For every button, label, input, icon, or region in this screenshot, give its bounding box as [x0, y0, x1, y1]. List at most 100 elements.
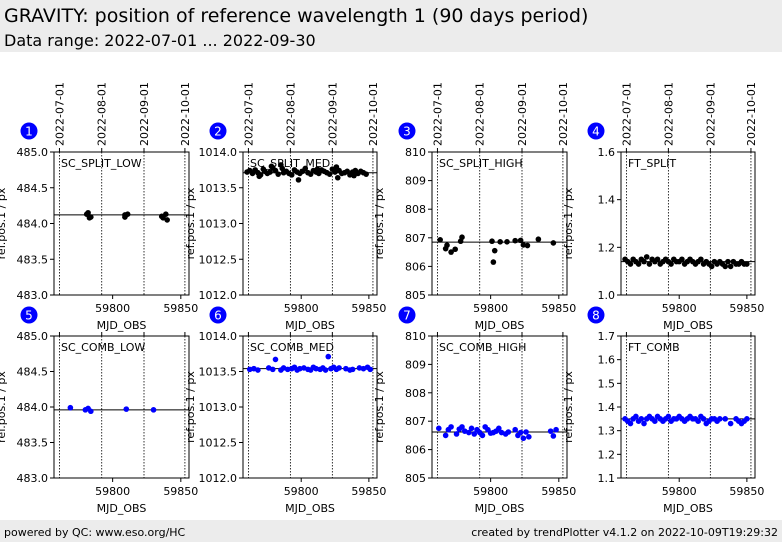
y-tick-label: 1012.5: [199, 253, 238, 266]
data-point: [698, 256, 704, 263]
data-point: [459, 424, 465, 430]
y-tick-label: 806: [405, 444, 426, 457]
y-axis-label: ref.pos.1 / px: [184, 371, 197, 443]
plot-frame: [53, 335, 190, 479]
panel-number: 3: [403, 125, 411, 139]
y-tick-label: 1013.5: [199, 182, 238, 195]
data-point: [727, 263, 734, 270]
y-tick-label: 485.0: [17, 146, 49, 159]
x-axis-label: MJD_OBS: [285, 502, 335, 515]
x-axis-label: MJD_OBS: [285, 319, 335, 332]
date-tick-label: 2022-07-01: [242, 82, 255, 146]
data-point: [505, 429, 512, 435]
panel-number-badge: [587, 122, 605, 140]
data-point: [124, 211, 131, 218]
data-point: [725, 258, 731, 265]
data-point: [448, 424, 454, 430]
x-tick-label: 59850: [541, 302, 576, 315]
y-tick-label: 1.2: [598, 448, 616, 461]
y-tick-label: 809: [405, 175, 426, 188]
y-axis-label: ref.pos.1 / px: [373, 371, 386, 443]
data-point: [727, 420, 734, 427]
x-axis-label: MJD_OBS: [663, 319, 713, 332]
x-axis-label: MJD_OBS: [475, 319, 525, 332]
x-axis-label: MJD_OBS: [97, 502, 147, 515]
data-point: [67, 404, 74, 411]
y-axis-label: ref.pos.1 / px: [184, 187, 197, 259]
data-point: [88, 214, 94, 220]
page-subtitle: Data range: 2022-07-01 ... 2022-09-30: [4, 31, 316, 50]
data-point: [255, 367, 261, 373]
data-point: [437, 237, 443, 243]
data-point: [523, 429, 529, 435]
x-tick-label: 59850: [351, 485, 386, 498]
data-point: [164, 217, 170, 223]
series-label: SC_COMB_MED: [250, 341, 334, 354]
x-tick-label: 59800: [473, 302, 508, 315]
page-header: GRAVITY: position of reference wavelengt…: [0, 0, 782, 52]
x-tick-label: 59800: [662, 302, 697, 315]
data-point: [468, 425, 475, 432]
data-point: [489, 238, 495, 245]
data-point: [479, 432, 486, 439]
data-point: [652, 418, 658, 425]
y-tick-label: 1012.0: [199, 472, 238, 485]
data-point: [722, 416, 729, 422]
y-tick-label: 485.0: [17, 330, 49, 343]
y-tick-label: 1012.0: [199, 289, 238, 302]
y-tick-label: 810: [405, 330, 426, 343]
data-point: [471, 431, 478, 437]
y-tick-label: 1.2: [598, 241, 616, 254]
y-tick-label: 1.1: [598, 472, 616, 485]
y-tick-label: 483.5: [17, 437, 49, 450]
y-tick-label: 807: [405, 232, 426, 245]
series-label: SC_SPLIT_HIGH: [439, 157, 523, 170]
y-tick-label: 1.0: [598, 289, 616, 302]
data-point: [453, 431, 460, 437]
date-tick-label: 2022-10-01: [179, 82, 192, 146]
panel-number-badge: [587, 306, 605, 324]
data-point: [163, 211, 169, 218]
x-axis-label: MJD_OBS: [97, 319, 147, 332]
panel-number-badge: [209, 122, 227, 140]
data-point: [744, 416, 750, 422]
data-point: [717, 416, 723, 422]
data-point: [512, 426, 518, 433]
date-tick-label: 2022-07-01: [620, 82, 633, 146]
y-tick-label: 1.3: [598, 425, 616, 438]
data-point: [314, 166, 321, 172]
series-label: FT_COMB: [628, 341, 680, 354]
y-tick-label: 805: [405, 472, 426, 485]
data-point: [267, 169, 273, 175]
chart-panel-5: 483.0 483.5 484.0 484.5 485.0 59800 59850 MJD_O…: [0, 306, 198, 515]
data-point: [520, 435, 527, 442]
y-tick-label: 484.5: [17, 182, 49, 195]
data-point: [351, 172, 357, 179]
data-point: [123, 406, 130, 412]
data-point: [646, 261, 653, 267]
chart-panel-1: 2022-07-01 2022-08-01 2022-09-01 2022-10-01…: [0, 82, 198, 332]
data-point: [520, 242, 527, 248]
date-tick-label: 2022-08-01: [284, 82, 297, 146]
panel-number-badge: [398, 306, 416, 324]
y-tick-label: 808: [405, 387, 426, 400]
panel-number: 1: [25, 125, 33, 139]
plot-frame: [53, 151, 190, 296]
y-tick-label: 1.6: [598, 146, 616, 159]
data-point: [349, 366, 356, 373]
series-label: FT_SPLIT: [628, 157, 676, 170]
date-tick-label: 2022-08-01: [662, 82, 675, 146]
date-tick-label: 2022-10-01: [367, 82, 380, 146]
date-tick-label: 2022-08-01: [96, 82, 109, 146]
data-point: [504, 239, 510, 245]
panel-number: 6: [214, 309, 222, 323]
x-tick-label: 59800: [95, 302, 130, 315]
data-point: [444, 242, 450, 249]
chart-panel-4: 2022-07-01 2022-08-01 2022-09-01 2022-10-01…: [562, 82, 764, 332]
data-point: [496, 425, 502, 432]
data-point: [700, 416, 707, 422]
data-point: [547, 428, 554, 434]
page-title: GRAVITY: position of reference wavelengt…: [4, 5, 589, 27]
y-tick-label: 810: [405, 146, 426, 159]
